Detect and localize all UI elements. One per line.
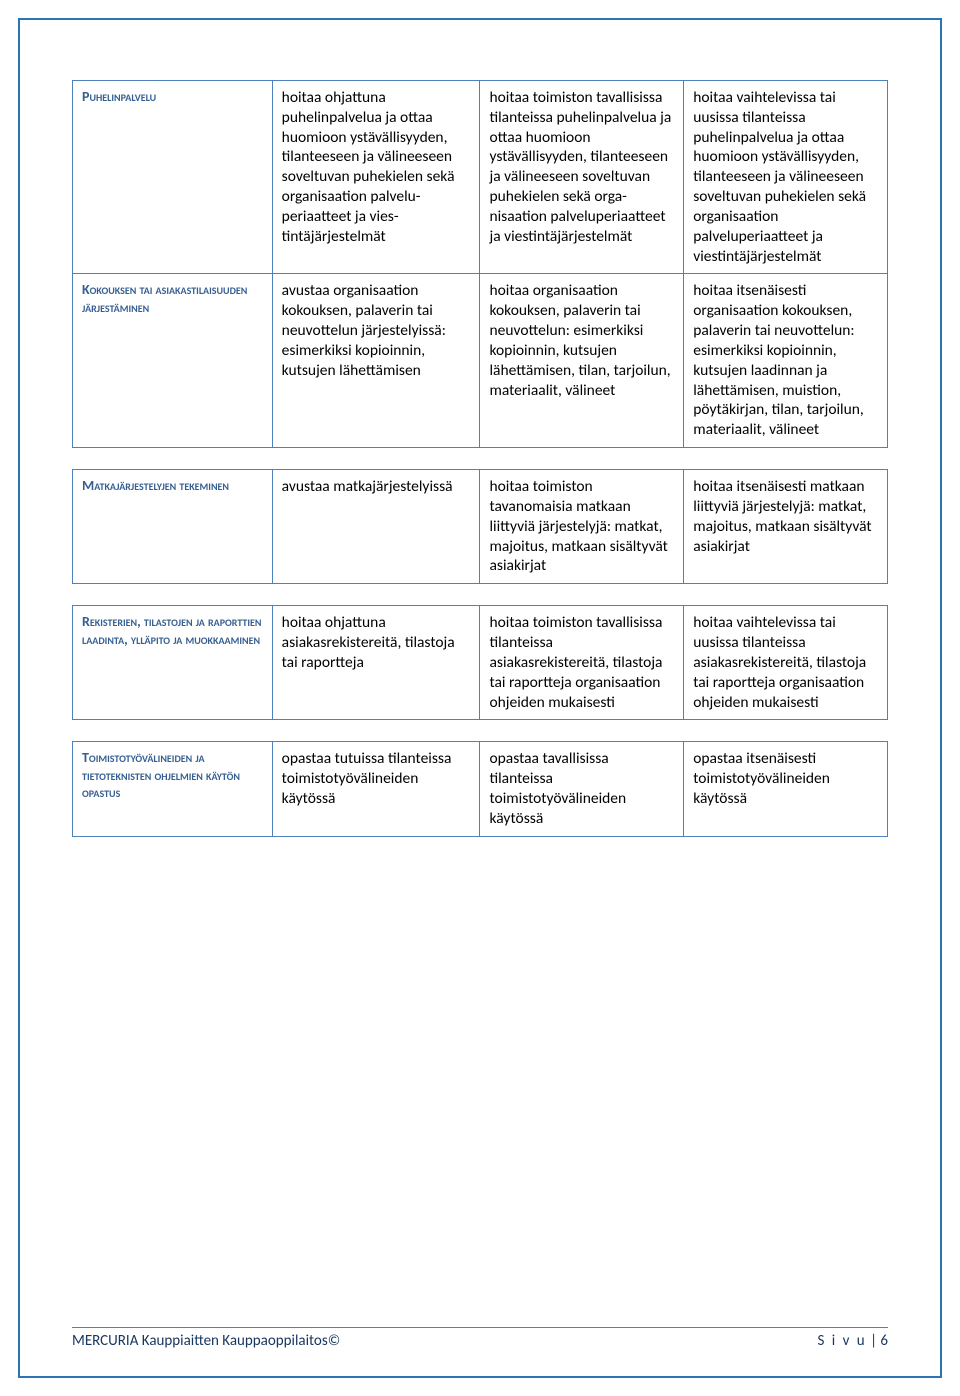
cell-level2: hoitaa toimiston tavallisissa tilanteiss… [480,606,684,720]
row-heading: Rekisterien, tilastojen ja raporttien la… [73,606,273,720]
row-heading: Matkajärjestelyjen tekeminen [73,470,273,584]
page-footer: MERCURIA Kauppiaitten Kauppaoppilaitos© … [72,1327,888,1350]
table-row: Kokouksen tai asiakastilaisuuden järjest… [73,274,888,448]
table-body: Puhelinpalvelu hoitaa ohjattuna puhelinp… [73,81,888,837]
cell-level3: opastaa itsenäisesti toimistotyövälineid… [684,742,888,836]
cell-level3: hoitaa vaihtelevissa tai uusissa tilante… [684,606,888,720]
spacer-row [73,720,888,742]
cell-level3: hoitaa itsenäisesti matkaan liittyviä jä… [684,470,888,584]
footer-rule [72,1327,888,1328]
footer-line: MERCURIA Kauppiaitten Kauppaoppilaitos© … [72,1332,888,1350]
row-heading: Toimistotyövälineiden ja tietoteknisten … [73,742,273,836]
spacer-row [73,584,888,606]
content-area: Puhelinpalvelu hoitaa ohjattuna puhelinp… [72,80,888,837]
cell-level2: opastaa tavallisissa tilanteissa toimist… [480,742,684,836]
cell-level2: hoitaa toimiston tavanomaisia matkaan li… [480,470,684,584]
cell-level2: hoitaa organisaation kokouksen, palaveri… [480,274,684,448]
table-row: Matkajärjestelyjen tekeminen avustaa mat… [73,470,888,584]
cell-level1: avustaa matkajärjestelyissä [272,470,480,584]
cell-level3: hoitaa itsenäisesti organisaation kokouk… [684,274,888,448]
spacer-row [73,448,888,470]
table-row: Puhelinpalvelu hoitaa ohjattuna puhelinp… [73,81,888,274]
cell-level1: opastaa tutuissa tilanteissa toimistotyö… [272,742,480,836]
cell-level1: hoitaa ohjattuna puhelinpalvelua ja otta… [272,81,480,274]
table-row: Toimistotyövälineiden ja tietoteknisten … [73,742,888,836]
table-row: Rekisterien, tilastojen ja raporttien la… [73,606,888,720]
footer-page-label: S i v u [818,1332,867,1350]
cell-level2: hoitaa toimiston tavallisissa tilanteiss… [480,81,684,274]
footer-right: S i v u | 6 [818,1332,888,1350]
footer-sep: | [867,1332,881,1350]
row-heading: Puhelinpalvelu [73,81,273,274]
footer-page-number: 6 [880,1332,888,1350]
row-heading: Kokouksen tai asiakastilaisuuden järjest… [73,274,273,448]
cell-level1: hoitaa ohjattuna asiakasrekistereitä, ti… [272,606,480,720]
cell-level3: hoitaa vaihtelevissa tai uusissa tilante… [684,81,888,274]
footer-left: MERCURIA Kauppiaitten Kauppaoppilaitos© [72,1332,340,1350]
cell-level1: avustaa organisaation kokouksen, palaver… [272,274,480,448]
criteria-table: Puhelinpalvelu hoitaa ohjattuna puhelinp… [72,80,888,837]
